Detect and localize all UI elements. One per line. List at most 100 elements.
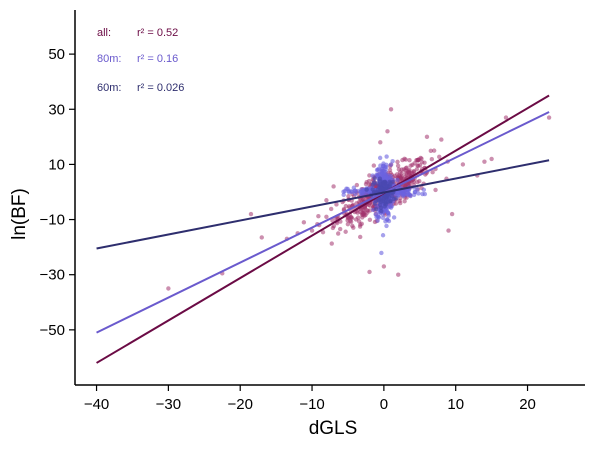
data-point-all xyxy=(346,194,351,199)
data-point-80m xyxy=(341,189,346,194)
data-point-outlier xyxy=(482,159,487,164)
data-point-80m xyxy=(391,215,397,220)
data-point-60m xyxy=(388,199,393,204)
data-point-all xyxy=(348,219,354,225)
data-point-all xyxy=(367,217,373,223)
data-point-all xyxy=(358,234,363,240)
data-point-outlier xyxy=(331,184,336,189)
data-point-all xyxy=(345,218,350,223)
data-point-80m xyxy=(384,162,389,167)
data-point-80m xyxy=(384,154,389,159)
data-point-80m xyxy=(386,173,391,178)
y-axis-title: ln(BF) xyxy=(9,188,30,240)
data-point-all xyxy=(356,219,362,224)
x-tick-label: −30 xyxy=(156,396,181,413)
data-point-all xyxy=(417,178,422,184)
data-point-80m xyxy=(390,159,395,164)
data-point-all xyxy=(403,157,408,162)
data-point-all xyxy=(316,213,321,219)
legend-60m-stat: r² = 0.026 xyxy=(137,82,184,94)
data-point-60m xyxy=(378,205,384,211)
points-layer xyxy=(166,107,552,291)
data-point-all xyxy=(328,206,334,212)
data-point-all xyxy=(365,208,370,213)
x-axis-ticks: −40 −30 −20 −10 0 10 20 xyxy=(84,385,536,413)
y-tick-label: −10 xyxy=(40,212,65,229)
data-point-all xyxy=(341,206,347,212)
data-point-all xyxy=(417,163,423,168)
data-point-80m xyxy=(411,192,417,197)
data-point-outlier xyxy=(309,228,315,233)
data-point-60m xyxy=(373,206,379,212)
data-point-all xyxy=(335,231,341,236)
x-tick-label: 0 xyxy=(380,396,388,413)
data-point-60m xyxy=(383,202,389,207)
data-point-all xyxy=(408,163,413,168)
data-point-outlier xyxy=(546,115,552,120)
data-point-outlier xyxy=(449,211,455,217)
data-point-80m xyxy=(386,218,392,224)
data-point-all xyxy=(397,198,402,204)
data-point-all xyxy=(343,229,348,234)
data-point-60m xyxy=(391,196,397,202)
y-axis-ticks: −50 −30 −10 10 30 50 xyxy=(40,46,75,339)
data-point-80m xyxy=(384,223,389,229)
data-point-60m xyxy=(372,201,378,206)
data-point-all xyxy=(356,215,361,220)
data-point-80m xyxy=(375,218,380,223)
data-point-80m xyxy=(385,210,391,216)
data-point-80m xyxy=(353,191,358,197)
data-point-all xyxy=(330,225,336,231)
data-point-60m xyxy=(381,181,386,187)
legend: all: r² = 0.52 80m: r² = 0.16 60m: r² = … xyxy=(97,27,184,94)
data-point-all xyxy=(403,166,409,171)
x-tick-label: 20 xyxy=(519,396,536,413)
data-point-all xyxy=(433,187,438,193)
data-point-all xyxy=(392,173,397,179)
data-point-60m xyxy=(372,176,377,181)
data-point-all xyxy=(361,211,366,216)
data-point-80m xyxy=(355,188,361,194)
data-point-outlier xyxy=(248,211,254,217)
data-point-all xyxy=(429,157,435,162)
data-point-all xyxy=(334,202,339,207)
data-point-all xyxy=(404,171,409,176)
data-point-all xyxy=(416,158,421,163)
data-point-all xyxy=(354,182,360,188)
data-point-80m xyxy=(349,189,355,195)
data-point-60m xyxy=(384,182,389,187)
x-axis-title: dGLS xyxy=(309,418,358,439)
data-point-60m xyxy=(364,187,369,192)
data-point-all xyxy=(395,163,401,168)
fit-line-80m xyxy=(96,111,550,334)
data-point-outlier xyxy=(489,156,494,162)
data-point-outlier xyxy=(378,140,383,145)
data-point-all xyxy=(411,169,416,175)
data-point-80m xyxy=(378,163,383,168)
data-point-all xyxy=(347,204,352,209)
data-point-80m xyxy=(387,204,392,210)
data-point-all xyxy=(363,181,369,187)
data-point-all xyxy=(422,160,427,165)
data-point-80m xyxy=(373,212,378,217)
data-point-80m xyxy=(377,155,383,161)
data-point-all xyxy=(395,159,400,165)
legend-all-label: all: xyxy=(97,27,111,39)
legend-all-stat: r² = 0.52 xyxy=(137,27,178,39)
data-point-all xyxy=(407,158,412,163)
data-point-all xyxy=(412,161,417,166)
x-tick-label: −40 xyxy=(84,396,109,413)
data-point-all xyxy=(430,169,435,175)
data-point-outlier xyxy=(460,162,466,167)
data-point-60m xyxy=(374,181,380,186)
x-tick-label: 10 xyxy=(447,396,464,413)
data-point-80m xyxy=(380,215,386,220)
fit-line-all xyxy=(96,94,550,364)
data-point-60m xyxy=(379,208,384,214)
data-point-all xyxy=(437,154,442,160)
data-point-80m xyxy=(420,191,425,197)
data-point-all xyxy=(366,178,372,184)
data-point-all xyxy=(320,230,326,235)
x-tick-label: −20 xyxy=(227,396,252,413)
